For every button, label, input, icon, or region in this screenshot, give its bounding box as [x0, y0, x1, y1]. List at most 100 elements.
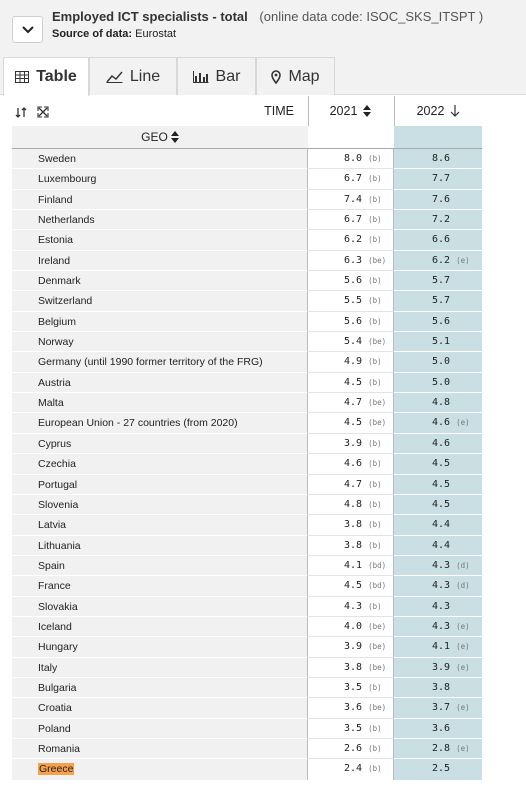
value-2021: 4.0 [344, 620, 363, 632]
swap-axes-icon[interactable] [37, 105, 49, 123]
sort-descending-icon[interactable] [450, 105, 460, 117]
value-cell-2021: 3.6 (be) [308, 698, 394, 719]
geo-label: Estonia [38, 234, 74, 247]
tab-line[interactable]: Line [89, 57, 177, 95]
geo-label: Poland [38, 722, 71, 735]
geo-cell[interactable]: Italy [12, 657, 308, 678]
geo-cell[interactable]: Ireland [12, 250, 308, 272]
geo-dimension-label: GEO [141, 130, 168, 144]
geo-cell[interactable]: Sweden [12, 149, 308, 170]
value-cell-2022: 4.3 (d) [394, 576, 482, 597]
geo-cell[interactable]: Denmark [12, 271, 308, 292]
geo-cell[interactable]: Estonia [12, 230, 308, 251]
geo-cell[interactable]: Lithuania [12, 535, 308, 556]
geo-label: Romania [38, 742, 81, 755]
value-cell-2022: 2.5 [394, 759, 482, 780]
value-2021: 3.8 [344, 519, 363, 531]
value-2022: 3.8 [432, 681, 451, 693]
value-2022: 6.6 [432, 234, 451, 246]
table-row: Portugal 4.7 (b) 4.5 [12, 474, 482, 495]
value-cell-2021: 6.7 (b) [308, 210, 394, 231]
value-2021: 5.6 [344, 275, 363, 287]
column-header-2021[interactable]: 2021 [308, 96, 392, 126]
value-2021: 2.4 [344, 763, 363, 775]
data-source-value: Eurostat [135, 28, 177, 40]
value-2022: 5.0 [432, 356, 451, 368]
geo-cell[interactable]: European Union - 27 countries (from 2020… [12, 413, 308, 434]
table-row: Finland 7.4 (b) 7.6 [12, 189, 482, 211]
table-row: Sweden 8.0 (b) 8.6 [12, 149, 482, 170]
value-2021: 3.8 [344, 539, 363, 551]
geo-cell[interactable]: Netherlands [12, 210, 308, 231]
geo-label: Iceland [38, 620, 72, 633]
value-cell-2022: 5.0 [394, 372, 482, 394]
value-cell-2021: 4.9 (b) [308, 352, 394, 373]
flag-2021: (b) [368, 276, 382, 286]
table-row: Germany (until 1990 former territory of … [12, 352, 482, 373]
geo-cell[interactable]: Austria [12, 372, 308, 394]
geo-dimension-header[interactable]: GEO [12, 126, 308, 149]
value-cell-2021: 4.5 (be) [308, 413, 394, 434]
geo-cell[interactable]: Finland [12, 189, 308, 211]
geo-cell[interactable]: Norway [12, 332, 308, 353]
tab-table[interactable]: Table [3, 57, 89, 96]
geo-label: Bulgaria [38, 681, 77, 694]
geo-cell[interactable]: Iceland [12, 616, 308, 638]
geo-cell[interactable]: Belgium [12, 311, 308, 333]
geo-label: Norway [38, 336, 74, 349]
geo-cell[interactable]: Greece [12, 759, 308, 780]
value-cell-2022: 6.6 [394, 230, 482, 251]
geo-label: Italy [38, 661, 58, 674]
value-2022: 5.1 [432, 336, 451, 348]
geo-cell[interactable]: Luxembourg [12, 169, 308, 190]
geo-cell[interactable]: Portugal [12, 474, 308, 495]
column-header-2022[interactable]: 2022 [394, 96, 482, 126]
sort-toggle-icon[interactable] [15, 105, 27, 123]
flag-2021: (b) [368, 215, 382, 225]
geo-cell[interactable]: France [12, 576, 308, 597]
value-2021: 4.1 [344, 559, 363, 571]
sort-both-icon[interactable] [363, 105, 372, 117]
geo-cell[interactable]: Hungary [12, 637, 308, 658]
geo-label: Latvia [38, 519, 67, 532]
value-2021: 3.5 [344, 722, 363, 734]
table-row: Denmark 5.6 (b) 5.7 [12, 271, 482, 292]
value-cell-2022: 8.6 [394, 149, 482, 170]
geo-label: Denmark [38, 275, 81, 288]
geo-cell[interactable]: Switzerland [12, 291, 308, 312]
geo-cell[interactable]: Germany (until 1990 former territory of … [12, 352, 308, 373]
table-row: Norway 5.4 (be) 5.1 [12, 332, 482, 353]
sort-both-icon[interactable] [170, 131, 179, 143]
value-cell-2021: 4.0 (be) [308, 616, 394, 638]
value-cell-2022: 4.5 [394, 474, 482, 495]
flag-2021: (b) [368, 377, 382, 387]
value-2022: 4.8 [432, 397, 451, 409]
geo-cell[interactable]: Croatia [12, 698, 308, 719]
tab-bar[interactable]: Bar [177, 57, 256, 95]
value-cell-2022: 5.0 [394, 352, 482, 373]
value-cell-2022: 4.3 (e) [394, 616, 482, 638]
value-2021: 4.8 [344, 498, 363, 510]
geo-cell[interactable]: Cyprus [12, 433, 308, 455]
value-2022: 5.7 [432, 295, 451, 307]
geo-cell[interactable]: Latvia [12, 515, 308, 536]
geo-cell[interactable]: Slovenia [12, 494, 308, 516]
geo-cell[interactable]: Malta [12, 393, 308, 414]
table-scrollbar[interactable] [482, 96, 504, 786]
value-2021: 4.7 [344, 478, 363, 490]
flag-2021: (b) [368, 743, 382, 753]
value-2021: 8.0 [344, 153, 363, 164]
geo-cell[interactable]: Czechia [12, 454, 308, 475]
geo-cell[interactable]: Poland [12, 718, 308, 739]
collapse-button[interactable] [12, 16, 43, 43]
geo-cell[interactable]: Bulgaria [12, 677, 308, 699]
value-cell-2021: 5.5 (b) [308, 291, 394, 312]
flag-2021: (be) [368, 642, 387, 652]
value-cell-2021: 4.1 (bd) [308, 555, 394, 577]
tab-map[interactable]: Map [256, 57, 335, 95]
geo-cell[interactable]: Romania [12, 738, 308, 760]
geo-cell[interactable]: Spain [12, 555, 308, 577]
flag-2022: (e) [456, 703, 470, 713]
value-cell-2022: 4.6 (e) [394, 413, 482, 434]
geo-cell[interactable]: Slovakia [12, 596, 308, 617]
